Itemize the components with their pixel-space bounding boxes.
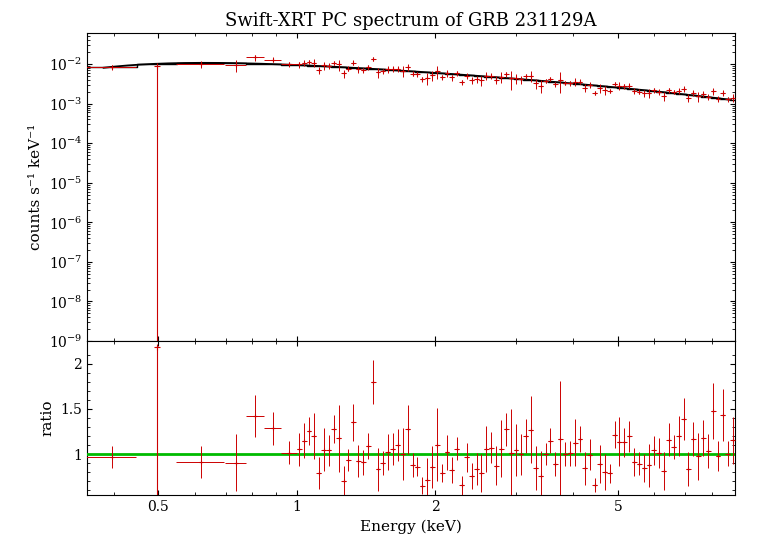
Title: Swift-XRT PC spectrum of GRB 231129A: Swift-XRT PC spectrum of GRB 231129A xyxy=(225,12,597,31)
Y-axis label: counts s⁻¹ keV⁻¹: counts s⁻¹ keV⁻¹ xyxy=(29,124,43,250)
Y-axis label: ratio: ratio xyxy=(41,400,55,436)
X-axis label: Energy (keV): Energy (keV) xyxy=(360,519,462,534)
